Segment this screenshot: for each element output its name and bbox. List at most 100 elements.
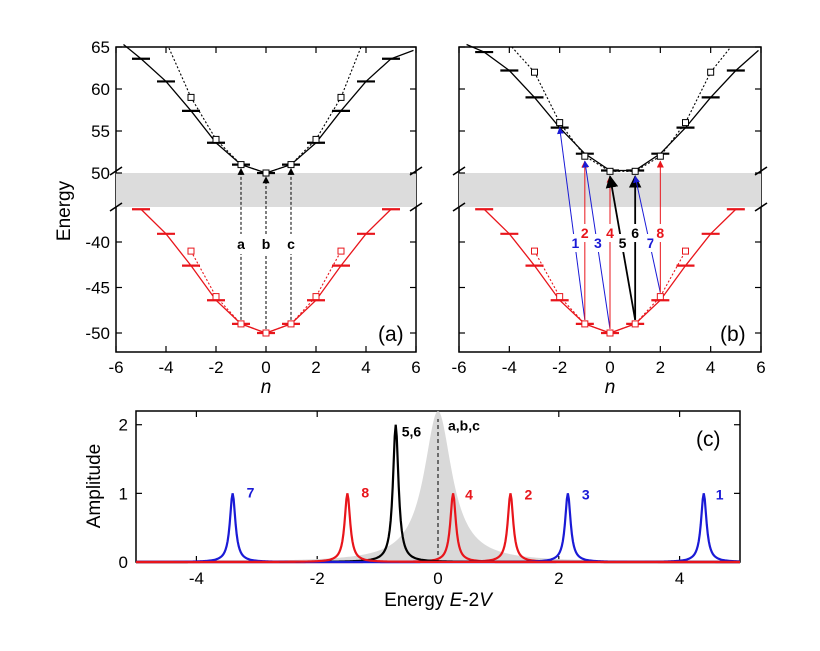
transition-label-bg <box>590 234 605 252</box>
lower-square-marker <box>237 320 245 328</box>
transition-label-7: 7 <box>647 235 655 251</box>
upper-dotted-extension <box>710 46 732 73</box>
panel-c-y-axis-label: Amplitude <box>84 444 105 529</box>
y-tick-label: 50 <box>91 164 110 183</box>
upper-band-curve <box>123 43 414 174</box>
y-tick-label: 0 <box>119 553 128 572</box>
transition-label-b: b <box>262 236 271 252</box>
y-tick-label: 1 <box>119 484 128 503</box>
x-tick-label: 4 <box>706 358 715 377</box>
lower-square-marker <box>631 320 639 328</box>
x-tick-label: 6 <box>411 358 420 377</box>
y-tick-label: -45 <box>85 279 110 298</box>
y-tick-label: -40 <box>85 233 110 252</box>
upper-square-marker <box>187 93 195 101</box>
x-tick-label: 6 <box>756 358 765 377</box>
axis-break-mark <box>452 202 466 212</box>
transition-label-c: c <box>287 236 295 252</box>
series-8-peak <box>136 493 740 564</box>
panel-c-label: (c) <box>696 428 721 451</box>
x-tick-label: -6 <box>451 358 466 377</box>
panel-b-x-axis-label: n <box>605 377 616 398</box>
lower-square-marker <box>212 293 220 301</box>
lower-square-marker <box>556 293 564 301</box>
upper-dotted-curve <box>190 97 342 174</box>
transition-label-a: a <box>237 236 245 252</box>
lower-square-marker <box>312 293 320 301</box>
panel-a-x-axis-label: n <box>261 377 272 398</box>
axis-break-mark <box>452 166 466 176</box>
x-tick-label: -6 <box>108 358 123 377</box>
lower-square-marker <box>531 247 538 255</box>
axis-break-mark <box>109 166 123 176</box>
transition-label-bg <box>283 234 299 254</box>
x-tick-label: 0 <box>605 358 614 377</box>
peak-label-5-6: 5,6 <box>402 424 422 440</box>
y-tick-label: 2 <box>119 416 128 435</box>
x-tick-label: 4 <box>361 358 370 377</box>
lower-square-marker <box>581 320 589 328</box>
upper-dotted-extension <box>167 46 192 98</box>
x-tick-label: 0 <box>261 358 270 377</box>
transition-label-bg <box>233 234 249 254</box>
lower-square-marker <box>682 247 689 255</box>
peak-label-8: 8 <box>361 484 369 500</box>
upper-square-marker <box>312 135 320 143</box>
upper-square-marker <box>707 68 715 76</box>
upper-square-marker <box>656 152 664 160</box>
panel-a-label: (a) <box>378 323 404 346</box>
axis-break-mark <box>754 202 768 212</box>
axis-break-mark <box>409 166 423 176</box>
y-tick-label: 60 <box>91 80 110 99</box>
transition-label-bg <box>615 234 630 252</box>
upper-square-marker <box>606 167 614 175</box>
x-tick-label: -2 <box>552 358 567 377</box>
transition-label-bg <box>603 224 617 242</box>
lower-square-marker <box>606 329 614 337</box>
x-tick-label: -4 <box>502 358 517 377</box>
upper-square-marker <box>262 169 270 177</box>
lower-square-marker <box>337 247 345 255</box>
x-tick-label: -4 <box>158 358 173 377</box>
peak-label-2: 2 <box>524 486 532 502</box>
upper-square-marker <box>337 93 345 101</box>
x-tick-label: 2 <box>656 358 665 377</box>
upper-square-marker <box>682 119 689 127</box>
transition-label-8: 8 <box>656 225 664 241</box>
panel-b-label: (b) <box>720 323 746 346</box>
axis-break-mark <box>409 202 423 212</box>
lower-square-marker <box>287 320 295 328</box>
lower-square-marker <box>187 247 195 255</box>
x-tick-label: 2 <box>554 569 563 588</box>
upper-dotted-extension <box>511 46 535 73</box>
x-tick-label: 2 <box>311 358 320 377</box>
upper-square-marker <box>212 135 220 143</box>
transition-label-1: 1 <box>572 235 580 251</box>
peak-label-1: 1 <box>716 486 724 502</box>
lower-square-marker <box>262 329 270 337</box>
y-tick-label: -50 <box>85 324 110 343</box>
peak-label-4: 4 <box>465 486 473 502</box>
transition-label-4: 4 <box>606 225 614 241</box>
transition-label-bg <box>653 224 668 242</box>
upper-dotted-extension <box>340 46 362 98</box>
x-tick-label: 0 <box>433 569 442 588</box>
transition-label-5: 5 <box>619 235 627 251</box>
x-tick-label: 4 <box>675 569 684 588</box>
lower-square-marker <box>656 293 664 301</box>
upper-square-marker <box>287 161 295 169</box>
upper-band-curve <box>466 43 759 172</box>
transition-label-2: 2 <box>581 225 589 241</box>
x-tick-label: -2 <box>208 358 223 377</box>
transition-label-6: 6 <box>631 225 639 241</box>
y-tick-label: 55 <box>91 122 110 141</box>
transition-label-3: 3 <box>594 235 602 251</box>
upper-square-marker <box>531 68 538 76</box>
panel-a: (a) Energy n -6 -4 -2 0 2 4 6 50 55 60 65 -50 -45 -40… <box>54 38 423 398</box>
upper-square-marker <box>631 167 639 175</box>
peak-label-7: 7 <box>247 484 255 500</box>
upper-square-marker <box>556 119 564 127</box>
transition-arrow-1 <box>557 126 586 320</box>
